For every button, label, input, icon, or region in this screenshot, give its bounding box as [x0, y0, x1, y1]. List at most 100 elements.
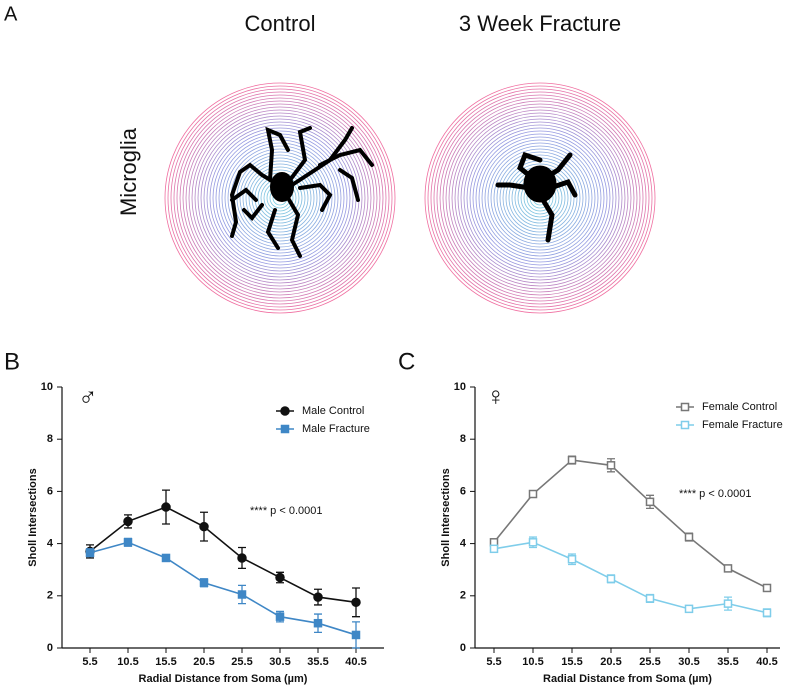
row-label: Microglia [116, 127, 141, 216]
marker [351, 630, 361, 640]
y-axis-label: Sholl Intersections [440, 468, 452, 566]
y-tick-label: 0 [47, 642, 53, 654]
sholl-ring [481, 139, 599, 257]
y-tick-label: 8 [47, 433, 53, 445]
marker [161, 502, 171, 512]
marker [85, 548, 95, 557]
y-axis-label: Sholl Intersections [27, 468, 39, 566]
x-tick-label: 25.5 [639, 656, 660, 668]
x-tick-label: 35.5 [717, 656, 738, 668]
sholl-ring [478, 136, 602, 260]
x-axis-label: Radial Distance from Soma (µm) [543, 673, 712, 685]
marker [199, 578, 209, 587]
series-line [89, 506, 357, 604]
panel-label: A [4, 3, 18, 25]
sholl-ring [439, 97, 641, 299]
y-tick-label: 6 [47, 485, 53, 497]
sholl-ring [179, 97, 381, 299]
sholl-ring [490, 148, 590, 248]
sholl-ring [188, 106, 372, 290]
sholl-ring [173, 91, 387, 305]
legend-label: Female Fracture [702, 419, 783, 431]
sholl-ring [227, 145, 333, 251]
x-tick-label: 40.5 [345, 656, 366, 668]
annotation: **** p < 0.0001 [679, 488, 751, 500]
marker [489, 544, 499, 554]
sholl-ring [194, 112, 366, 284]
sholl-ring [185, 103, 375, 293]
sex-symbol: ♀ [486, 381, 506, 411]
y-tick-label: 2 [460, 590, 466, 602]
x-tick-label: 15.5 [155, 656, 176, 668]
sholl-ring [430, 88, 650, 308]
marker [123, 538, 133, 547]
x-tick-label: 25.5 [231, 656, 252, 668]
marker [762, 608, 772, 618]
series-line [89, 541, 357, 636]
column-title: 3 Week Fracture [459, 11, 621, 36]
sholl-ring [454, 112, 626, 284]
annotation: **** p < 0.0001 [250, 505, 322, 517]
x-tick-label: 10.5 [117, 656, 138, 668]
y-tick-label: 10 [454, 381, 466, 393]
x-tick-label: 5.5 [486, 656, 501, 668]
sholl-ring [475, 133, 605, 263]
sholl-ring [472, 130, 608, 266]
marker [351, 597, 361, 608]
sholl-ring [224, 142, 336, 254]
marker [280, 406, 290, 416]
sholl-ring [206, 124, 354, 272]
x-tick-label: 40.5 [756, 656, 777, 668]
marker [275, 572, 285, 583]
legend-label: Male Fracture [302, 423, 370, 435]
marker [275, 612, 285, 621]
marker [645, 594, 655, 603]
legend-label: Female Control [702, 401, 777, 413]
sex-symbol: ♂ [78, 381, 98, 411]
sholl-ring [242, 160, 318, 236]
marker [567, 455, 577, 465]
sholl-ring [436, 94, 644, 302]
sholl-ring [167, 85, 393, 311]
marker [645, 497, 655, 507]
x-tick-label: 20.5 [600, 656, 621, 668]
x-tick-label: 15.5 [561, 656, 582, 668]
x-tick-label: 30.5 [269, 656, 290, 668]
microglia-control [229, 126, 374, 258]
series-line [493, 541, 768, 614]
marker [528, 489, 538, 499]
y-tick-label: 10 [41, 381, 53, 393]
sholl-ring [248, 166, 312, 230]
panel-label: B [4, 348, 20, 375]
marker [280, 424, 290, 434]
sholl-ring [221, 139, 339, 257]
sholl-ring [442, 100, 638, 296]
marker [237, 553, 247, 563]
legend-label: Male Control [302, 405, 364, 417]
sholl-ring [239, 157, 321, 239]
sholl-ring [484, 142, 596, 254]
sholl-ring [496, 154, 584, 242]
x-tick-label: 20.5 [193, 656, 214, 668]
sholl-ring [191, 109, 369, 287]
sholl-ring [445, 103, 635, 293]
marker [684, 532, 694, 542]
marker [161, 553, 171, 563]
marker [606, 574, 616, 584]
column-title: Control [245, 11, 316, 36]
y-tick-label: 0 [460, 642, 466, 654]
marker [606, 461, 616, 470]
y-tick-label: 4 [460, 538, 467, 550]
x-tick-label: 10.5 [522, 656, 543, 668]
marker [199, 521, 209, 532]
marker [567, 555, 577, 564]
sholl-rings [164, 82, 656, 314]
sholl-ring [463, 121, 617, 275]
x-tick-label: 30.5 [678, 656, 699, 668]
sholl-ring [505, 163, 575, 233]
sholl-ring [457, 115, 623, 281]
sholl-ring [176, 94, 384, 302]
microglia-fracture [495, 151, 578, 243]
x-tick-label: 35.5 [307, 656, 328, 668]
